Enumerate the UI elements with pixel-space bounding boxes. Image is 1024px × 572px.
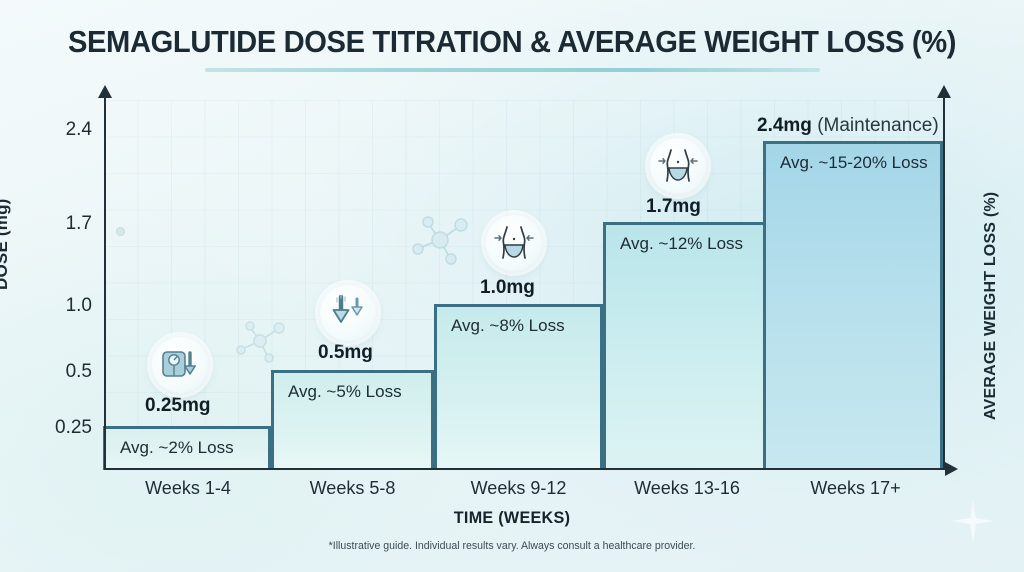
footnote-text: *Illustrative guide. Individual results … xyxy=(328,540,696,552)
page-title: SEMAGLUTIDE DOSE TITRATION & AVERAGE WEI… xyxy=(67,24,957,59)
x-tick-label-3: Weeks 9-12 xyxy=(470,478,567,498)
step-dose-label-1: 0.25mg xyxy=(145,395,210,417)
step-dose-label-3: 1.0mg xyxy=(480,277,535,299)
step-loss-label-3: Avg. ~8% Loss xyxy=(451,316,565,335)
weight-scale-down-icon xyxy=(162,351,196,377)
step-loss-label-1: Avg. ~2% Loss xyxy=(120,438,234,457)
dose-value-5: 2.4mg xyxy=(757,115,812,136)
badge-step-2[interactable] xyxy=(320,285,376,341)
step-loss-label-2: Avg. ~5% Loss xyxy=(288,382,402,401)
badge-step-3[interactable] xyxy=(486,215,542,271)
x-tick-label-5: Weeks 17+ xyxy=(810,478,901,498)
step-bar-4[interactable]: Avg. ~12% Loss xyxy=(603,222,771,470)
dose-suffix-5: (Maintenance) xyxy=(811,115,939,136)
y-axis-left xyxy=(104,96,106,470)
title-underline xyxy=(205,68,820,72)
y-axis-arrow-right xyxy=(937,85,951,98)
slim-waist-icon xyxy=(494,226,534,259)
x-tick-label-1: Weeks 1-4 xyxy=(145,478,231,498)
y-axis-title-left: DOSE (mg) xyxy=(0,198,11,290)
dose-value-2: 0.5mg xyxy=(318,342,373,363)
step-bar-1[interactable]: Avg. ~2% Loss xyxy=(103,426,271,470)
slim-waist-icon xyxy=(658,149,698,182)
x-axis xyxy=(104,468,947,470)
y-axis-arrow-left xyxy=(98,85,112,98)
step-loss-label-5: Avg. ~15-20% Loss xyxy=(780,153,928,172)
double-down-arrow-icon xyxy=(332,295,363,323)
y-tick-label-1.0: 1.0 xyxy=(65,295,92,316)
step-dose-label-2: 0.5mg xyxy=(318,342,373,364)
step-bar-2[interactable]: Avg. ~5% Loss xyxy=(271,370,434,470)
dose-value-3: 1.0mg xyxy=(480,277,535,298)
x-axis-title: TIME (WEEKS) xyxy=(453,508,571,527)
y-axis-title-right: AVERAGE WEIGHT LOSS (%) xyxy=(982,191,999,420)
y-tick-label-0.25: 0.25 xyxy=(55,417,92,438)
step-bar-5[interactable]: Avg. ~15-20% Loss xyxy=(763,141,943,470)
sparkle-decoration-2 xyxy=(952,500,994,542)
x-tick-label-2: Weeks 5-8 xyxy=(309,478,396,498)
step-dose-label-5: 2.4mg (Maintenance) xyxy=(757,115,939,137)
dose-value-1: 0.25mg xyxy=(145,395,211,416)
badge-step-4[interactable] xyxy=(650,138,706,194)
step-loss-label-4: Avg. ~12% Loss xyxy=(620,234,744,253)
dose-value-4: 1.7mg xyxy=(646,196,701,217)
molecule-decoration-1 xyxy=(236,321,285,363)
y-tick-label-2.4: 2.4 xyxy=(65,119,92,140)
dot-decoration-2 xyxy=(116,227,125,236)
step-dose-label-4: 1.7mg xyxy=(646,196,701,218)
molecule-decoration-2 xyxy=(412,216,468,265)
y-axis-right xyxy=(943,96,945,470)
y-tick-label-1.7: 1.7 xyxy=(65,213,92,234)
y-tick-label-0.5: 0.5 xyxy=(65,361,92,382)
x-tick-label-4: Weeks 13-16 xyxy=(634,478,740,498)
badge-step-1[interactable] xyxy=(152,337,208,393)
x-axis-arrow xyxy=(945,462,958,476)
step-bar-3[interactable]: Avg. ~8% Loss xyxy=(434,304,603,470)
